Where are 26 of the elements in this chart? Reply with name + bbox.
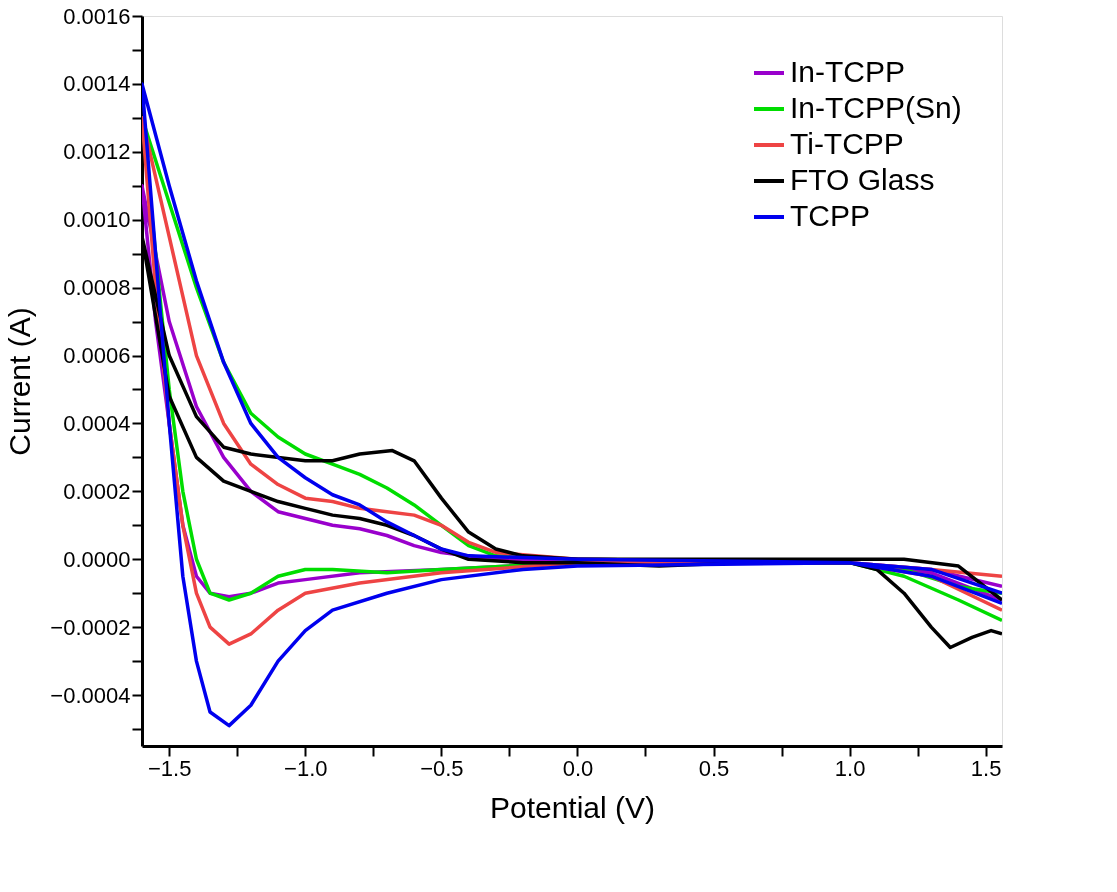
y-tick-label: 0.0008 [63, 275, 131, 301]
legend-label: FTO Glass [790, 163, 935, 196]
x-tick-label: 0.0 [562, 755, 594, 781]
y-tick-label: −0.0002 [50, 614, 131, 640]
legend-label: Ti-TCPP [790, 127, 904, 160]
x-tick-label: 1.5 [970, 755, 1002, 781]
x-tick-label: −1.5 [148, 755, 192, 781]
y-tick-label: 0.0006 [63, 343, 131, 369]
y-tick-label: −0.0004 [50, 682, 131, 708]
x-tick-label: −0.5 [420, 755, 464, 781]
x-axis-title: Potential (V) [489, 790, 656, 824]
legend-label: TCPP [790, 199, 871, 232]
y-tick-label: 0.0016 [63, 3, 131, 29]
legend-label: In-TCPP [790, 55, 906, 88]
y-tick-label: 0.0012 [63, 139, 131, 165]
x-tick-label: 1.0 [834, 755, 866, 781]
y-tick-label: 0.0002 [63, 478, 131, 504]
legend-label: In-TCPP(Sn) [790, 91, 962, 124]
y-tick-label: 0.0000 [63, 546, 131, 572]
y-tick-label: 0.0014 [63, 71, 131, 97]
line-series [142, 82, 1002, 728]
y-tick-label: 0.0010 [63, 207, 131, 233]
x-tick-label: 0.5 [698, 755, 730, 781]
y-tick-label: 0.0004 [63, 410, 131, 436]
y-axis-title: Current (A) [3, 307, 37, 456]
x-tick-label: −1.0 [284, 755, 328, 781]
